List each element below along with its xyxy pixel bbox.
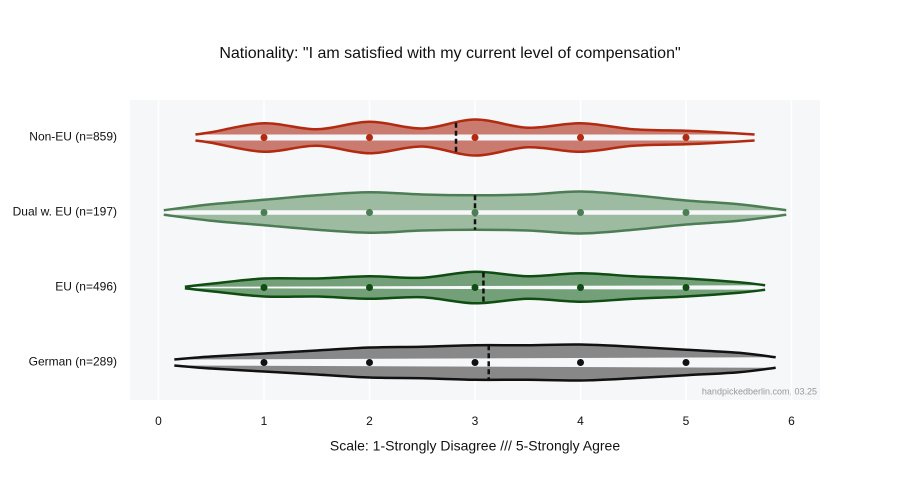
x-tick-label: 3	[472, 414, 479, 428]
x-tick-label: 0	[155, 414, 162, 428]
x-tick-label: 6	[788, 414, 795, 428]
data-point	[260, 284, 268, 291]
data-point	[471, 359, 479, 366]
x-tick-label: 2	[366, 414, 373, 428]
data-point	[577, 284, 585, 291]
violin-half	[195, 139, 755, 157]
data-point	[471, 284, 479, 291]
data-point	[682, 134, 690, 141]
violin-half	[195, 118, 755, 136]
source-note: handpickedberlin.com, 03.25	[702, 386, 817, 396]
y-tick-label: Dual w. EU (n=197)	[13, 205, 117, 219]
data-point	[365, 359, 373, 366]
data-point	[365, 209, 373, 216]
x-axis-label: Scale: 1-Strongly Disagree /// 5-Strongl…	[330, 438, 620, 454]
y-tick-label: EU (n=496)	[55, 280, 117, 294]
data-point	[260, 134, 268, 141]
data-point	[471, 209, 479, 216]
violin-half	[184, 270, 766, 288]
data-point	[365, 284, 373, 291]
violins	[163, 118, 787, 382]
data-point	[260, 209, 268, 216]
x-tick-label: 1	[261, 414, 268, 428]
data-point	[682, 359, 690, 366]
data-point	[260, 359, 268, 366]
y-tick-label: German (n=289)	[29, 355, 117, 369]
data-point	[682, 284, 690, 291]
data-point	[682, 209, 690, 216]
data-point	[365, 134, 373, 141]
data-point	[577, 359, 585, 366]
x-tick-label: 4	[577, 414, 584, 428]
data-point	[471, 134, 479, 141]
x-tick-label: 5	[683, 414, 690, 428]
violin-half	[174, 364, 776, 382]
violin-half	[184, 287, 766, 305]
violin-half	[174, 343, 776, 361]
chart-title: Nationality: "I am satisfied with my cur…	[219, 45, 680, 62]
y-tick-label: Non-EU (n=859)	[29, 130, 117, 144]
data-point	[577, 134, 585, 141]
data-point	[577, 209, 585, 216]
